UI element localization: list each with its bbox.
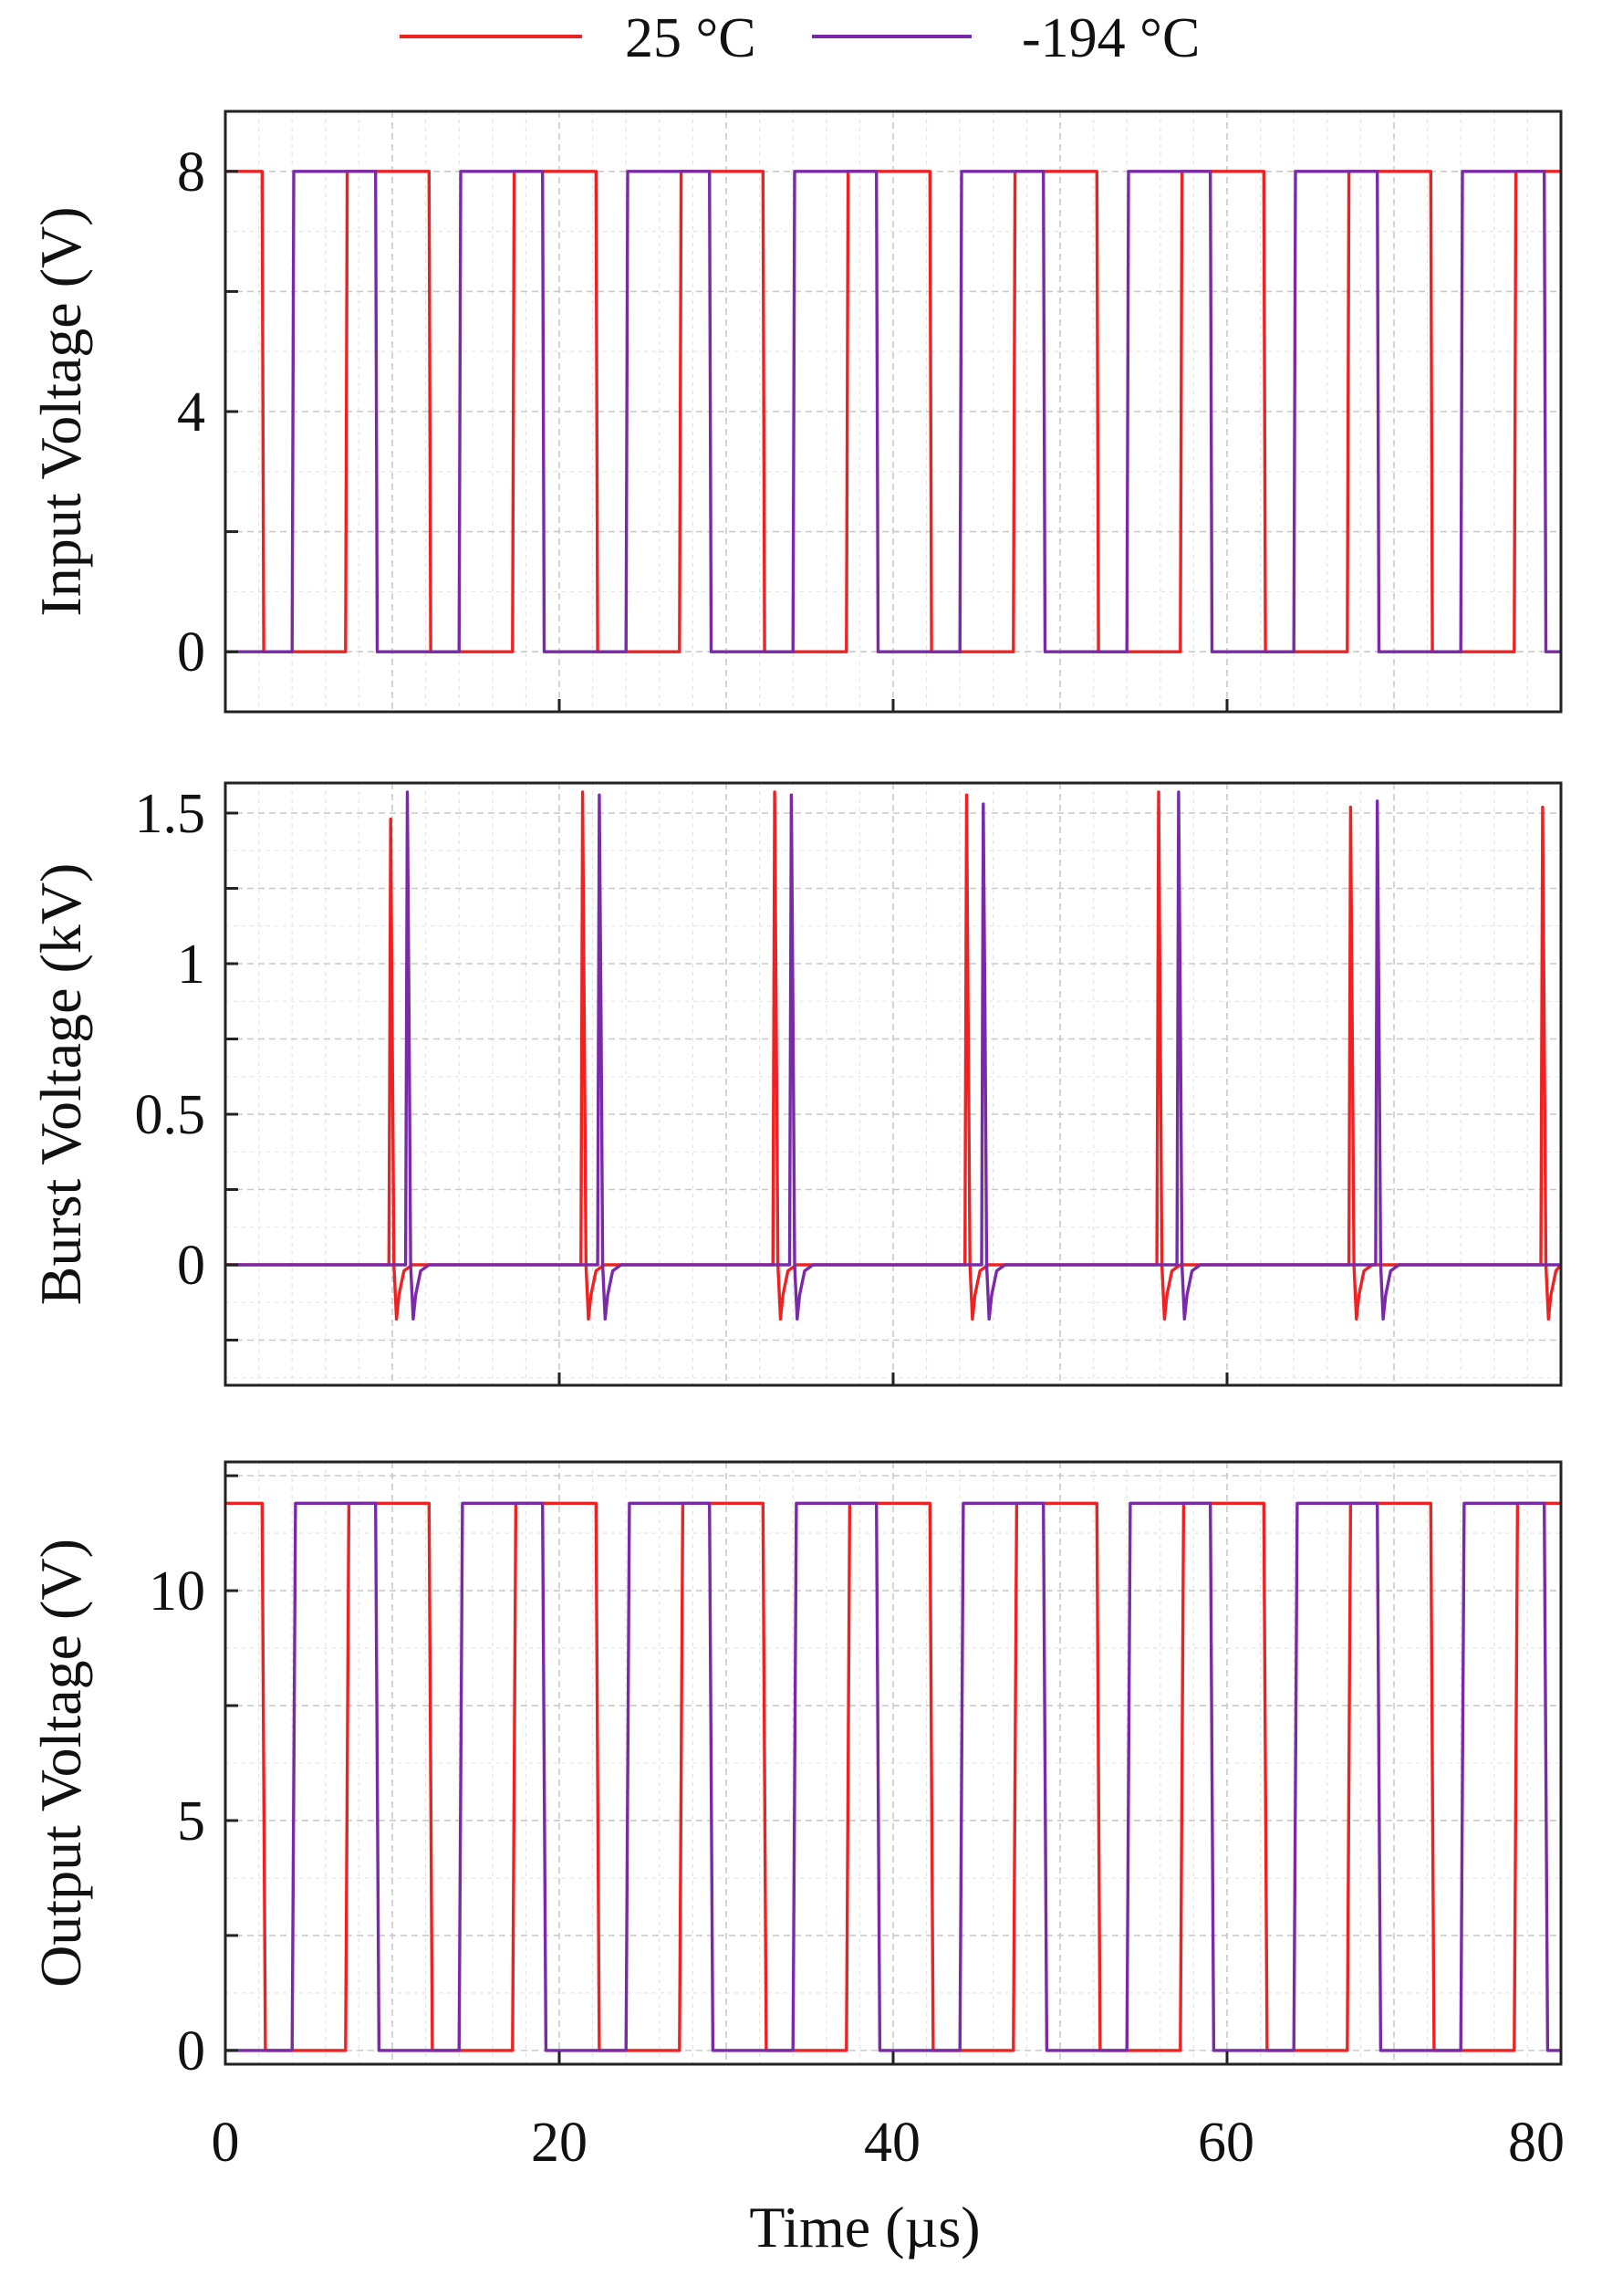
series-25c-trace <box>225 1501 1561 2052</box>
series-line <box>225 1501 1561 2052</box>
series-25c-trace <box>225 170 1561 653</box>
y-tick-label: 0 <box>177 1235 205 1297</box>
tick-marks <box>224 783 1563 1387</box>
x-tick-label: 80 <box>1508 2112 1565 2174</box>
x-tick-label: 60 <box>1198 2112 1254 2174</box>
x-tick-label: 20 <box>531 2112 588 2174</box>
y-tick-label: 5 <box>177 1790 205 1852</box>
y-tick-labels: 0 0.5 1 1.5 <box>135 783 206 1297</box>
x-axis-title: Time (µs) <box>749 2195 980 2259</box>
panel-output-voltage: 0 5 10 Output Voltage (V) <box>28 1460 1563 2082</box>
y-tick-label: 1 <box>177 934 205 996</box>
y-tick-labels: 0 4 8 <box>177 141 205 684</box>
y-axis-title: Burst Voltage (kV) <box>28 863 93 1306</box>
y-tick-label: 8 <box>177 141 205 204</box>
y-tick-label: 0 <box>177 2020 205 2082</box>
legend-label-minus194c: -194 °C <box>1022 7 1200 69</box>
panel-input-voltage: 0 4 8 Input Voltage (V) <box>28 110 1563 714</box>
y-tick-label: 0 <box>177 621 205 684</box>
series-minus194c-trace <box>225 790 1561 1321</box>
tick-marks <box>224 1462 1563 2066</box>
series-line <box>225 790 1561 1321</box>
grid-minor <box>225 1462 1561 2064</box>
series-minus194c-trace <box>225 170 1561 653</box>
series-line <box>225 1501 1561 2052</box>
y-axis-title: Output Voltage (V) <box>28 1539 93 1988</box>
panel-burst-voltage: 0 0.5 1 1.5 Burst Voltage (kV) <box>28 781 1563 1387</box>
y-tick-label: 0.5 <box>135 1084 206 1146</box>
x-axis: 0 20 40 60 80 Time (µs) <box>212 2112 1566 2259</box>
y-tick-label: 1.5 <box>135 783 206 845</box>
series-minus194c-trace <box>225 1501 1561 2052</box>
y-tick-label: 10 <box>149 1560 205 1623</box>
y-tick-labels: 0 5 10 <box>149 1560 205 2082</box>
series-line <box>225 170 1561 653</box>
tick-marks <box>224 111 1563 714</box>
y-axis-title: Input Voltage (V) <box>28 206 93 616</box>
x-tick-label: 0 <box>212 2112 240 2174</box>
y-tick-label: 4 <box>177 381 205 444</box>
legend: 25 °C -194 °C <box>400 7 1200 69</box>
series-line <box>225 170 1561 653</box>
x-tick-label: 40 <box>864 2112 921 2174</box>
legend-label-25c: 25 °C <box>625 7 756 69</box>
